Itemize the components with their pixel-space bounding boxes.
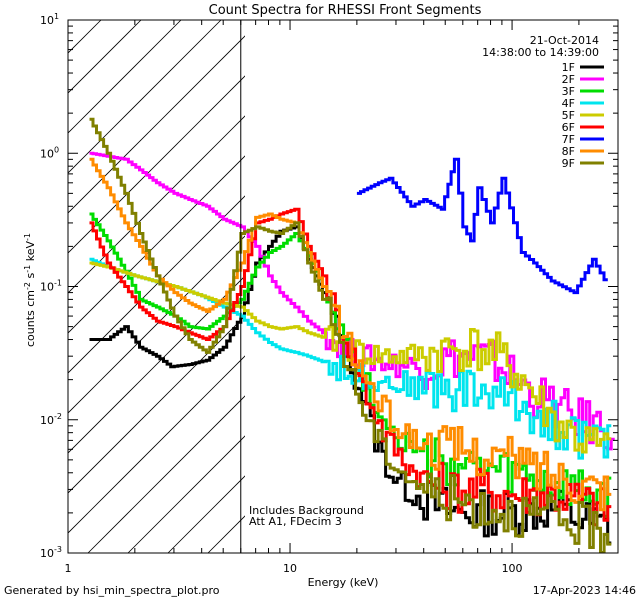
y-tick-label: 100 bbox=[40, 145, 59, 160]
hatch-line bbox=[68, 75, 245, 254]
hatched-region bbox=[68, 20, 640, 553]
legend-label: 2F bbox=[562, 73, 575, 86]
chart-title: Count Spectra for RHESSI Front Segments bbox=[209, 3, 482, 18]
hatch-line bbox=[68, 195, 245, 374]
footer-generator: Generated by hsi_min_spectra_plot.pro bbox=[4, 584, 220, 597]
series-1F bbox=[89, 225, 612, 545]
x-tick-label: 100 bbox=[502, 562, 523, 575]
y-tick-label: 10-1 bbox=[40, 279, 62, 294]
legend-label: 1F bbox=[562, 61, 575, 74]
hatch-line bbox=[68, 235, 245, 414]
legend-label: 9F bbox=[562, 157, 575, 170]
series-8F bbox=[89, 157, 612, 512]
x-tick-label: 1 bbox=[65, 562, 72, 575]
hatch-line bbox=[87, 395, 245, 553]
legend-label: 5F bbox=[562, 109, 575, 122]
series-6F bbox=[89, 207, 612, 527]
series-3F bbox=[89, 212, 612, 518]
legend-label: 8F bbox=[562, 145, 575, 158]
hatch-line bbox=[68, 20, 222, 174]
hatch-line bbox=[68, 35, 245, 214]
y-axis-label: counts cm-2 s-1 keV-1 bbox=[23, 233, 37, 347]
legend-label: 3F bbox=[562, 85, 575, 98]
annotation-background: Includes Background bbox=[249, 504, 364, 517]
series-7F bbox=[356, 157, 608, 295]
hatch-line bbox=[288, 20, 640, 553]
y-tick-label: 101 bbox=[40, 12, 59, 27]
time-range-label: 14:38:00 to 14:39:00 bbox=[482, 46, 599, 59]
x-axis-label: Energy (keV) bbox=[308, 576, 379, 589]
annotation-attenuator: Att A1, FDecim 3 bbox=[249, 515, 342, 528]
hatch-line bbox=[127, 435, 245, 553]
hatch-line bbox=[68, 20, 182, 134]
y-tick-labels: 10-3 10-2 10-1 100 101 bbox=[40, 12, 62, 560]
series-9F bbox=[89, 117, 612, 553]
hatch-line bbox=[68, 315, 245, 494]
series-group bbox=[89, 117, 615, 553]
y-tick-label: 10-3 bbox=[40, 545, 62, 560]
y-tick-label: 10-2 bbox=[40, 412, 62, 427]
legend-label: 6F bbox=[562, 121, 575, 134]
legend-label: 7F bbox=[562, 133, 575, 146]
hatch-line bbox=[68, 155, 245, 334]
hatch-line bbox=[68, 355, 245, 534]
legend-label: 4F bbox=[562, 97, 575, 110]
axis-ticks bbox=[67, 19, 619, 554]
footer-timestamp: 17-Apr-2023 14:46 bbox=[533, 584, 636, 597]
x-tick-labels: 1 10 100 bbox=[65, 562, 523, 575]
date-label: 21-Oct-2014 bbox=[530, 34, 599, 47]
x-tick-label: 10 bbox=[283, 562, 297, 575]
